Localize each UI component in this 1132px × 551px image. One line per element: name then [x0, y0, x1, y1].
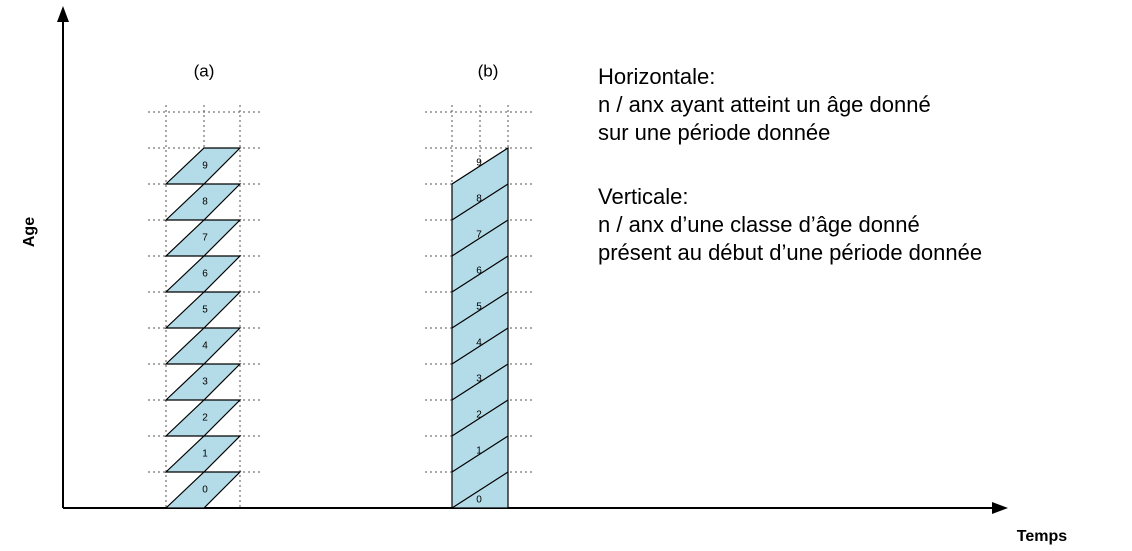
cell-label: 6: [202, 269, 208, 280]
cell: [164, 399, 242, 437]
cell-divider: [451, 435, 509, 473]
note-title: Horizontale:: [598, 64, 715, 89]
panel-label: (a): [194, 61, 215, 80]
note-line: n / anx ayant atteint un âge donné: [598, 92, 931, 117]
cell-divider: [451, 183, 509, 221]
cell-label: 0: [202, 485, 208, 496]
cell-label: 3: [476, 374, 482, 385]
cell-label: 8: [202, 197, 208, 208]
cell-label: 0: [476, 495, 482, 506]
cell-label: 2: [202, 413, 208, 424]
cell: [164, 291, 242, 329]
panels: (a) 0 1 2 3 4 5 6 7 8 9 (b) 0 1 2 3 4 5 6 7 8 9: [148, 61, 532, 509]
cell-label: 1: [202, 449, 208, 460]
cell: [164, 147, 242, 185]
cell-divider: [451, 399, 509, 437]
cell-divider: [451, 363, 509, 401]
note-line: sur une période donnée: [598, 120, 830, 145]
cell: [164, 363, 242, 401]
cell-divider: [451, 219, 509, 257]
panel-label: (b): [478, 61, 499, 80]
cell: [164, 435, 242, 473]
cell-label: 4: [202, 341, 208, 352]
cell: [164, 255, 242, 293]
cell-label: 5: [476, 302, 482, 313]
cell-label: 3: [202, 377, 208, 388]
cell-label: 9: [476, 158, 482, 169]
x-axis-label: Temps: [1017, 528, 1067, 545]
cell-label: 4: [476, 338, 482, 349]
cell-label: 7: [476, 230, 482, 241]
cell: [164, 219, 242, 257]
cell-divider: [451, 327, 509, 365]
cell-divider: [451, 255, 509, 293]
cell-label: 9: [202, 161, 208, 172]
cell: [164, 183, 242, 221]
cell-label: 8: [476, 194, 482, 205]
cell-label: 5: [202, 305, 208, 316]
notes: Horizontale: n / anx ayant atteint un âge…: [598, 64, 982, 265]
note-line: présent au début d’une période donnée: [598, 240, 982, 265]
cell-divider: [451, 291, 509, 329]
cell: [164, 327, 242, 365]
cell: [164, 471, 242, 509]
cell-label: 1: [476, 446, 482, 457]
note-line: n / anx d’une classe d’âge donné: [598, 212, 920, 237]
cell-label: 7: [202, 233, 208, 244]
cell-label: 2: [476, 410, 482, 421]
note-title: Verticale:: [598, 184, 689, 209]
cell-divider: [451, 471, 509, 509]
cell-label: 6: [476, 266, 482, 277]
y-axis-label: Age: [21, 217, 38, 247]
